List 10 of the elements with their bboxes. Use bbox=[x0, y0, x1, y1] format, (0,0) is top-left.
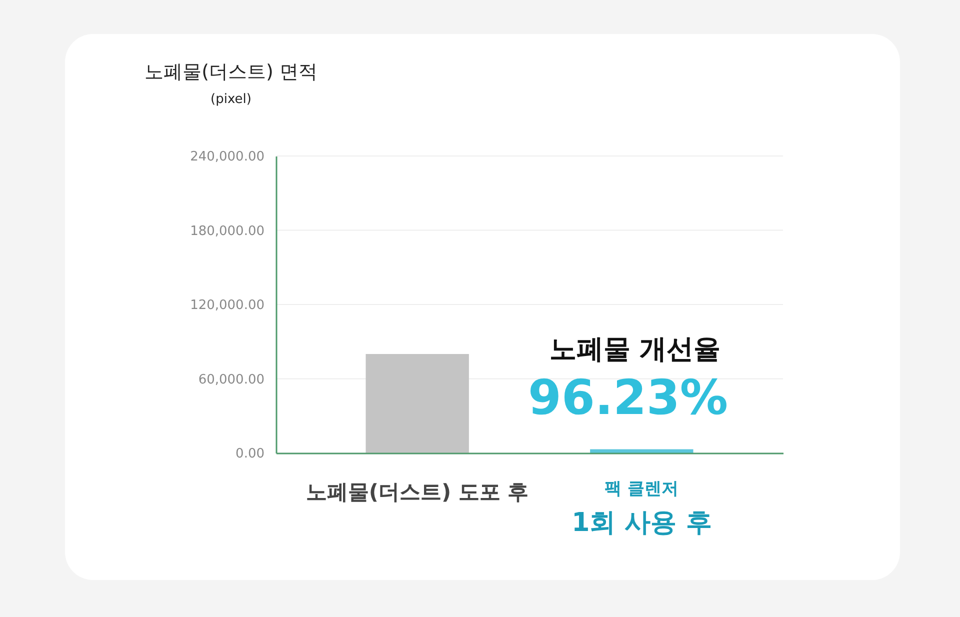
y-tick-label: 0.00 bbox=[236, 446, 264, 462]
annotation: 96.23% bbox=[528, 370, 728, 426]
y-tick-label: 240,000.00 bbox=[190, 150, 264, 164]
y-tick-label: 180,000.00 bbox=[190, 224, 264, 239]
x-tick-label: 노폐물(더스트) 도포 후 bbox=[306, 480, 529, 504]
y-tick-label: 120,000.00 bbox=[190, 298, 264, 313]
y-axis-title: 노폐물(더스트) 면적 (pixel) bbox=[144, 61, 318, 107]
x-tick-label: 팩 클렌저 1회 사용 후 bbox=[572, 479, 712, 538]
annotation: 노폐물 개선율 bbox=[549, 334, 721, 365]
y-tick-label: 60,000.00 bbox=[198, 372, 264, 388]
